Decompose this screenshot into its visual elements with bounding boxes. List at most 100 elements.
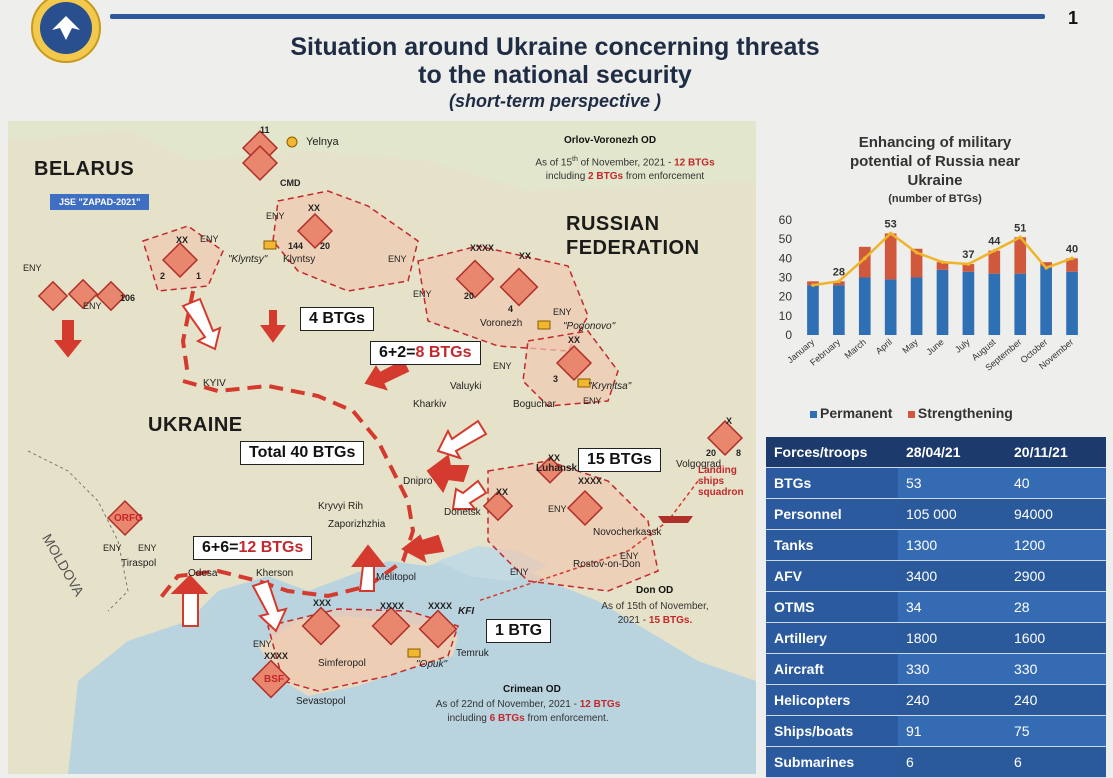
unit-label-20a: 20 bbox=[320, 241, 331, 251]
unit-label-106: 106 bbox=[120, 293, 136, 303]
table-body: BTGs 53 40 Personnel 105 000 94000 Tanks 1300 12… bbox=[766, 467, 1106, 778]
eny-1: ENY bbox=[23, 263, 42, 273]
exercise-klyntsy bbox=[263, 240, 277, 250]
od-crimea-l2red: 6 BTGs bbox=[489, 713, 525, 724]
y-tick-label: 30 bbox=[779, 271, 793, 285]
table-cell: 3400 bbox=[898, 560, 1006, 592]
table-header: Forces/troops bbox=[766, 437, 898, 468]
city-novocherkassk: Novocherkassk bbox=[593, 527, 662, 538]
od-don-line2: 2021 - 15 BTGs. bbox=[580, 615, 730, 626]
city-klyntsy-q: "Klyntsy" bbox=[228, 254, 268, 265]
table-header-row: Forces/troops 28/04/21 20/11/21 bbox=[766, 437, 1106, 468]
bar-permanent bbox=[833, 285, 845, 335]
trend-point bbox=[1018, 235, 1023, 240]
od-crimea-l1a: As of 22nd of November, 2021 - bbox=[435, 699, 580, 710]
arrow-melitopol bbox=[351, 544, 387, 567]
city-dnipro: Dnipro bbox=[403, 476, 433, 487]
unit-label-11: 11 bbox=[260, 125, 270, 135]
unit-label-cmd: CMD bbox=[280, 178, 301, 188]
chart-title-line-1: Enhancing of military bbox=[858, 134, 1012, 151]
bar-strengthening bbox=[807, 281, 819, 286]
unit-label-xx-4: XX bbox=[568, 335, 581, 345]
city-kfi: KFI bbox=[458, 606, 475, 617]
callout-8-btgs: 6+2=8 BTGs bbox=[370, 341, 481, 365]
callout-1-btg: 1 BTG bbox=[486, 619, 552, 643]
unit-label-xxxx-2: XXXX bbox=[578, 476, 603, 486]
slide-number: 1 bbox=[1068, 8, 1079, 28]
unit-voronezh-1 bbox=[455, 259, 495, 299]
unit-voronezh-2 bbox=[499, 267, 539, 307]
city-kharkiv: Kharkiv bbox=[413, 399, 447, 410]
arrow-kharkiv bbox=[436, 419, 488, 460]
unit-crimea-2 bbox=[371, 606, 411, 646]
country-ukraine: UKRAINE bbox=[148, 414, 243, 436]
trend-point bbox=[811, 283, 815, 287]
callout-total-btgs: Total 40 BTGs bbox=[240, 441, 365, 465]
emblem-logo bbox=[22, 0, 110, 66]
city-voronezh: Voronezh bbox=[480, 318, 523, 329]
trend-point bbox=[888, 231, 893, 236]
x-tick-label: May bbox=[900, 337, 920, 356]
city-boguchar: Boguchar bbox=[513, 399, 556, 410]
callout-12-value: 12 BTGs bbox=[238, 539, 304, 556]
arrow-melitopol-base bbox=[358, 565, 375, 592]
unit-label-xxxx-1: XXXX bbox=[470, 243, 495, 253]
x-tick-label: March bbox=[842, 337, 868, 361]
arrow-donbas bbox=[451, 479, 488, 510]
od-orlov-l2b: from enforcement bbox=[623, 171, 705, 182]
city-klyntsy: Klyntsy bbox=[283, 254, 316, 265]
od-don-title: Don OD bbox=[636, 585, 674, 596]
unit-label-144: 144 bbox=[288, 241, 304, 251]
unit-label-orfg: ORFG bbox=[114, 513, 143, 524]
unit-label-xxx: XXX bbox=[313, 598, 332, 608]
od-orlov-l1b: of November, 2021 - bbox=[577, 157, 675, 169]
table-cell: 91 bbox=[898, 715, 1006, 747]
bar-strengthening bbox=[910, 248, 923, 278]
od-don-line1: As of 15th of November, bbox=[601, 601, 709, 612]
bar-strengthening bbox=[858, 246, 871, 278]
table-row: Personnel 105 000 94000 bbox=[766, 498, 1106, 530]
eny-13: ENY bbox=[103, 543, 122, 553]
city-krynitsa: "Krynitsa" bbox=[588, 381, 632, 392]
legend-permanent-label: Permanent bbox=[820, 405, 893, 421]
page-subtitle: (short-term perspective ) bbox=[448, 91, 662, 111]
city-donetsk: Donetsk bbox=[444, 507, 481, 518]
table-cell: 330 bbox=[1006, 653, 1106, 685]
exercise-krynitsa bbox=[577, 378, 591, 388]
od-crimea-l1red: 12 BTGs bbox=[579, 699, 621, 710]
unit-label-xx-1: XX bbox=[308, 203, 321, 213]
unit-boguchar bbox=[555, 344, 593, 382]
eny-14: ENY bbox=[138, 543, 157, 553]
y-tick-label: 50 bbox=[779, 232, 793, 246]
unit-bsf bbox=[251, 659, 291, 699]
unit-label-1: 1 bbox=[196, 271, 202, 281]
data-label: 51 bbox=[1014, 222, 1026, 234]
eny-10: ENY bbox=[548, 504, 567, 514]
unit-novocherkassk bbox=[566, 489, 604, 527]
table-row-label: Tanks bbox=[766, 529, 898, 561]
bar-permanent bbox=[910, 277, 923, 335]
table-cell: 28 bbox=[1006, 591, 1106, 623]
od-orlov-l2red: 2 BTGs bbox=[588, 171, 624, 182]
city-kherson: Kherson bbox=[256, 568, 294, 579]
city-temruk: Temruk bbox=[456, 648, 489, 659]
zone-rostov bbox=[487, 460, 659, 592]
eny-2: ENY bbox=[83, 301, 102, 311]
city-simferopol: Simferopol bbox=[318, 658, 366, 669]
threat-front-line bbox=[156, 379, 416, 603]
eny-3: ENY bbox=[200, 234, 219, 244]
chart-title-line-2: potential of Russia near bbox=[849, 153, 1021, 170]
landing-ships-icon bbox=[658, 516, 693, 523]
table-row: Aircraft 330 330 bbox=[766, 653, 1106, 685]
trend-point bbox=[1044, 266, 1048, 270]
bar-permanent bbox=[936, 269, 949, 335]
situation-map: BELARUS JSE "ZAPAD-2021" RUSSIAN FEDERAT… bbox=[8, 121, 756, 774]
data-label: 53 bbox=[885, 218, 897, 230]
moldova-border bbox=[27, 450, 129, 612]
threat-line-north bbox=[180, 290, 195, 377]
unit-belarus-2 bbox=[161, 241, 199, 279]
unit-luhansk bbox=[536, 456, 564, 484]
od-orlov-l1red: 12 BTGs bbox=[674, 157, 715, 169]
table-cell: 6 bbox=[1006, 746, 1106, 778]
north-area bbox=[8, 121, 756, 191]
